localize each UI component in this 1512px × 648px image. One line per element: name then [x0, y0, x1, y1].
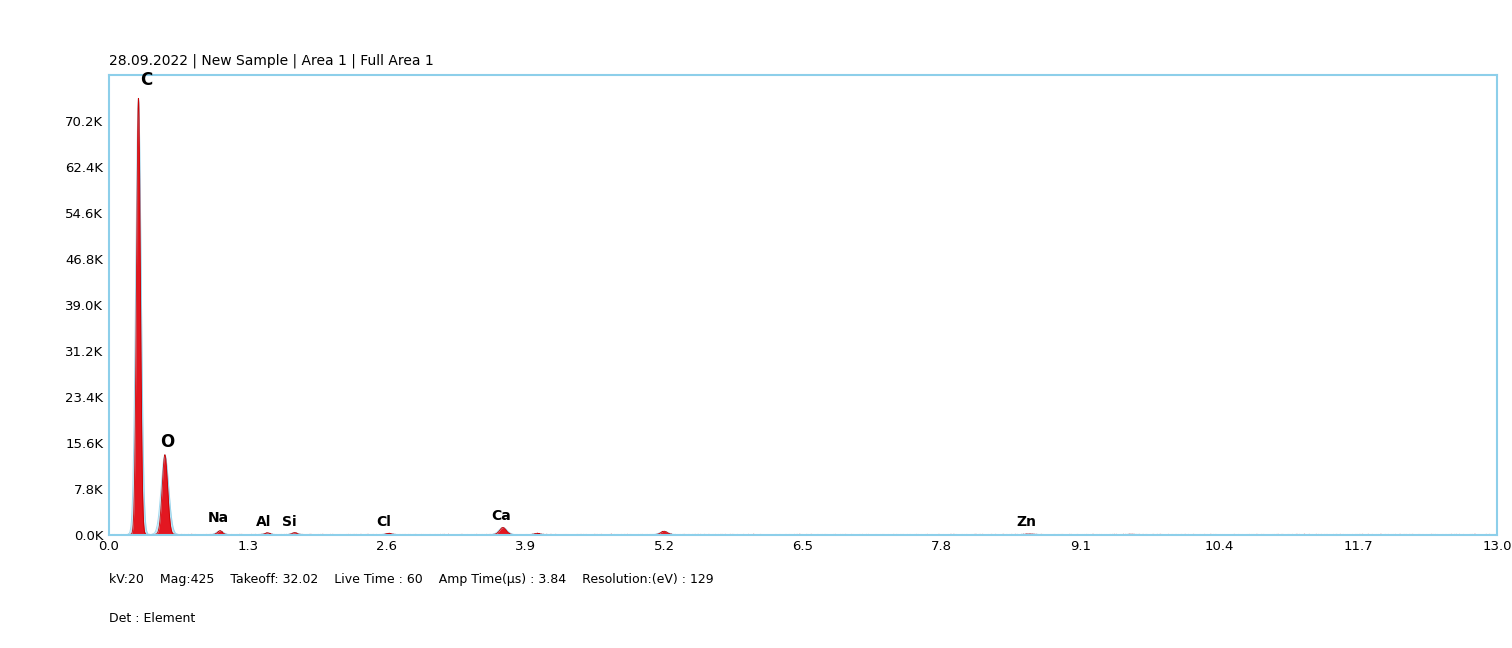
Text: O: O — [160, 433, 174, 451]
Text: kV:20    Mag:425    Takeoff: 32.02    Live Time : 60    Amp Time(µs) : 3.84    R: kV:20 Mag:425 Takeoff: 32.02 Live Time :… — [109, 573, 714, 586]
Text: Ca: Ca — [491, 509, 511, 523]
Text: Na: Na — [209, 511, 230, 525]
Text: C: C — [139, 71, 153, 89]
Text: Zn: Zn — [1016, 515, 1036, 529]
Text: Cl: Cl — [376, 515, 390, 529]
Text: Det : Element: Det : Element — [109, 612, 195, 625]
Text: 28.09.2022 | New Sample | Area 1 | Full Area 1: 28.09.2022 | New Sample | Area 1 | Full … — [109, 54, 434, 68]
Text: Al: Al — [256, 515, 272, 529]
Text: Si: Si — [281, 515, 296, 529]
